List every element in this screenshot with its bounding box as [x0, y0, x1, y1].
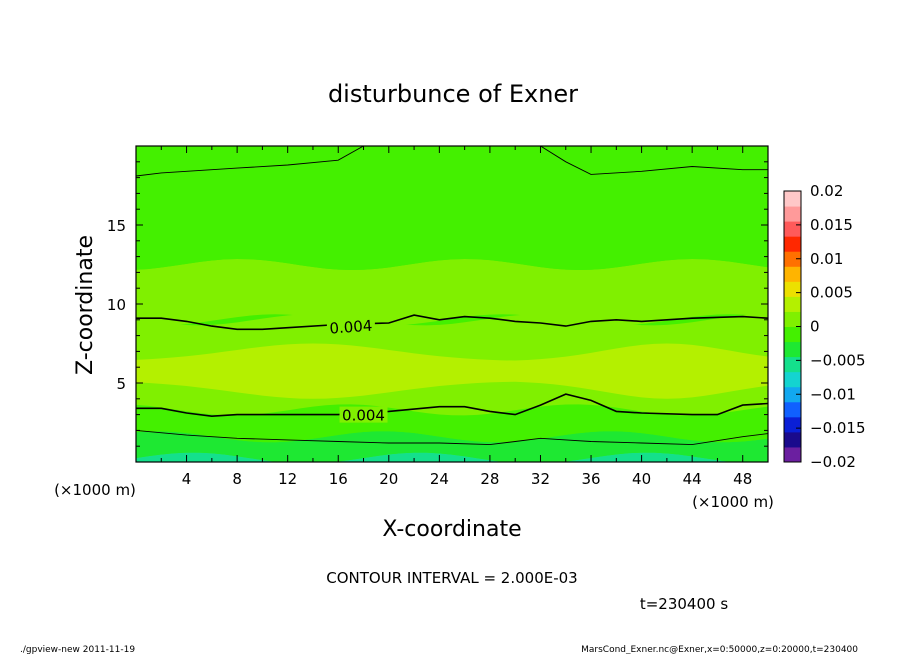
- colorbar-swatch: [784, 431, 801, 448]
- band-mid-upper: [136, 258, 768, 326]
- y-axis-ticks: 5 10 15: [107, 161, 768, 447]
- contour-lines: 0.004 0.004: [136, 146, 768, 446]
- contour-label-bg: [326, 318, 375, 335]
- band-surface: [136, 452, 768, 462]
- colorbar-tick-label: 0.005: [810, 284, 853, 302]
- time-text: t=230400 s: [640, 595, 728, 613]
- colorbar-swatch: [784, 416, 801, 433]
- colorbar-tick-label: −0.005: [810, 351, 866, 369]
- x-unit-label: (×1000 m): [692, 493, 774, 511]
- contour-line-2: [136, 314, 768, 331]
- x-tick-label: 12: [278, 470, 297, 488]
- colorbar-tick-label: −0.01: [810, 385, 856, 403]
- x-tick-label: 20: [379, 470, 398, 488]
- x-tick-label: 40: [632, 470, 651, 488]
- colorbar-tick-label: 0.01: [810, 250, 843, 268]
- colorbar-swatch: [784, 446, 801, 463]
- x-tick-label: 44: [683, 470, 702, 488]
- x-tick-label: 4: [182, 470, 192, 488]
- contour-fill: [136, 146, 768, 462]
- colorbar-tick-label: 0: [810, 318, 820, 336]
- colorbar-swatch: [784, 401, 801, 418]
- colorbar-tick-label: −0.015: [810, 419, 866, 437]
- y-tick-label: 5: [116, 375, 126, 393]
- colorbar-tick-label: −0.02: [810, 453, 856, 471]
- colorbar-tick-label: 0.015: [810, 216, 853, 234]
- x-tick-label: 8: [232, 470, 242, 488]
- colorbar-swatch: [784, 281, 801, 297]
- footer-right: MarsCond_Exner.nc@Exner,x=0:50000,z=0:20…: [581, 645, 858, 654]
- x-tick-label: 28: [480, 470, 499, 488]
- colorbar-swatch: [784, 356, 801, 373]
- band-low-green: [136, 431, 768, 462]
- colorbar: 0.02 0.015 0.01 0.005 0 −0.005 −0.01 −0.015 −0.0…: [783, 182, 866, 471]
- x-tick-label: 36: [581, 470, 600, 488]
- x-tick-label: 16: [329, 470, 348, 488]
- footer-left: ./gpview-new 2011-11-19: [20, 645, 135, 654]
- chart-title: disturbunce of Exner: [328, 80, 578, 108]
- y-axis-label: Z-coordinate: [73, 235, 98, 375]
- contour-label: 0.004: [329, 317, 373, 338]
- contour-label: 0.004: [342, 407, 385, 425]
- colorbar-tick-label: 0.02: [810, 182, 843, 200]
- contour-label-bg: [339, 406, 388, 423]
- x-tick-label: 24: [430, 470, 449, 488]
- y-tick-label: 15: [107, 217, 126, 235]
- colorbar-swatch: [784, 341, 801, 358]
- contour-line-3: [136, 146, 768, 177]
- colorbar-swatch: [784, 266, 801, 282]
- colorbar-swatch: [784, 296, 801, 312]
- colorbar-swatch: [784, 386, 801, 403]
- contour-line-1: [136, 393, 768, 418]
- y-tick-label: 10: [107, 296, 126, 314]
- contour-interval-text: CONTOUR INTERVAL = 2.000E-03: [326, 569, 577, 587]
- x-tick-label: 48: [733, 470, 752, 488]
- y-unit-label: (×1000 m): [54, 481, 136, 499]
- colorbar-swatch: [784, 221, 801, 237]
- colorbar-swatch: [784, 191, 801, 207]
- contour-line-0: [136, 429, 768, 446]
- colorbar-swatch: [784, 236, 801, 252]
- colorbar-swatch: [784, 326, 801, 343]
- colorbar-swatch: [784, 371, 801, 388]
- band-upper: [136, 146, 768, 271]
- x-tick-label: 32: [531, 470, 550, 488]
- x-axis-label: X-coordinate: [382, 517, 521, 542]
- band-peak: [136, 343, 768, 399]
- x-axis-ticks: 4 8 12 16 20 24 28 32 36 40 44 48: [160, 146, 752, 488]
- colorbar-swatch: [784, 206, 801, 222]
- colorbar-swatch: [784, 251, 801, 267]
- colorbar-swatch: [784, 311, 801, 327]
